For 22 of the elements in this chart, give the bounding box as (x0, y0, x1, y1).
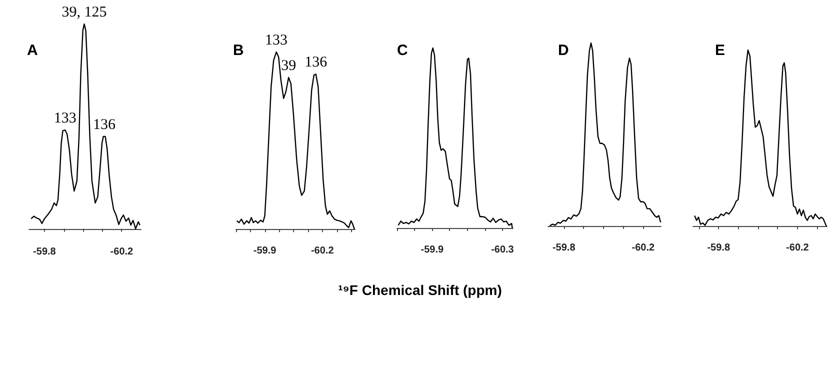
annotation: 39, 125 (62, 4, 107, 20)
chart-title: B (233, 42, 244, 59)
annotation: 136 (93, 116, 116, 133)
x-tick-label: -60.2 (110, 246, 134, 258)
chart-title: E (715, 42, 726, 59)
x-tick-label: -60.2 (632, 242, 655, 254)
x-tick-label: -59.9 (253, 246, 277, 256)
chart-title: D (558, 42, 569, 59)
x-tick-label: -60.2 (786, 242, 810, 254)
annotation: 133 (54, 110, 76, 127)
x-tick-label: -59.8 (707, 242, 730, 254)
text: A (27, 42, 38, 59)
x-axis-title: ¹⁹F Chemical Shift (ppm) (338, 282, 502, 298)
x-tick-label: -60.3 (491, 244, 514, 256)
x-tick-label: -59.8 (552, 242, 576, 254)
x-tick-label: -59.8 (33, 246, 56, 258)
chart-title: C (397, 42, 408, 59)
annotation: 136 (304, 54, 328, 71)
x-tick-label: -59.9 (420, 244, 444, 256)
annotation: 39 (281, 58, 296, 74)
annotation: 133 (265, 32, 288, 48)
x-tick-label: -60.2 (310, 246, 334, 256)
